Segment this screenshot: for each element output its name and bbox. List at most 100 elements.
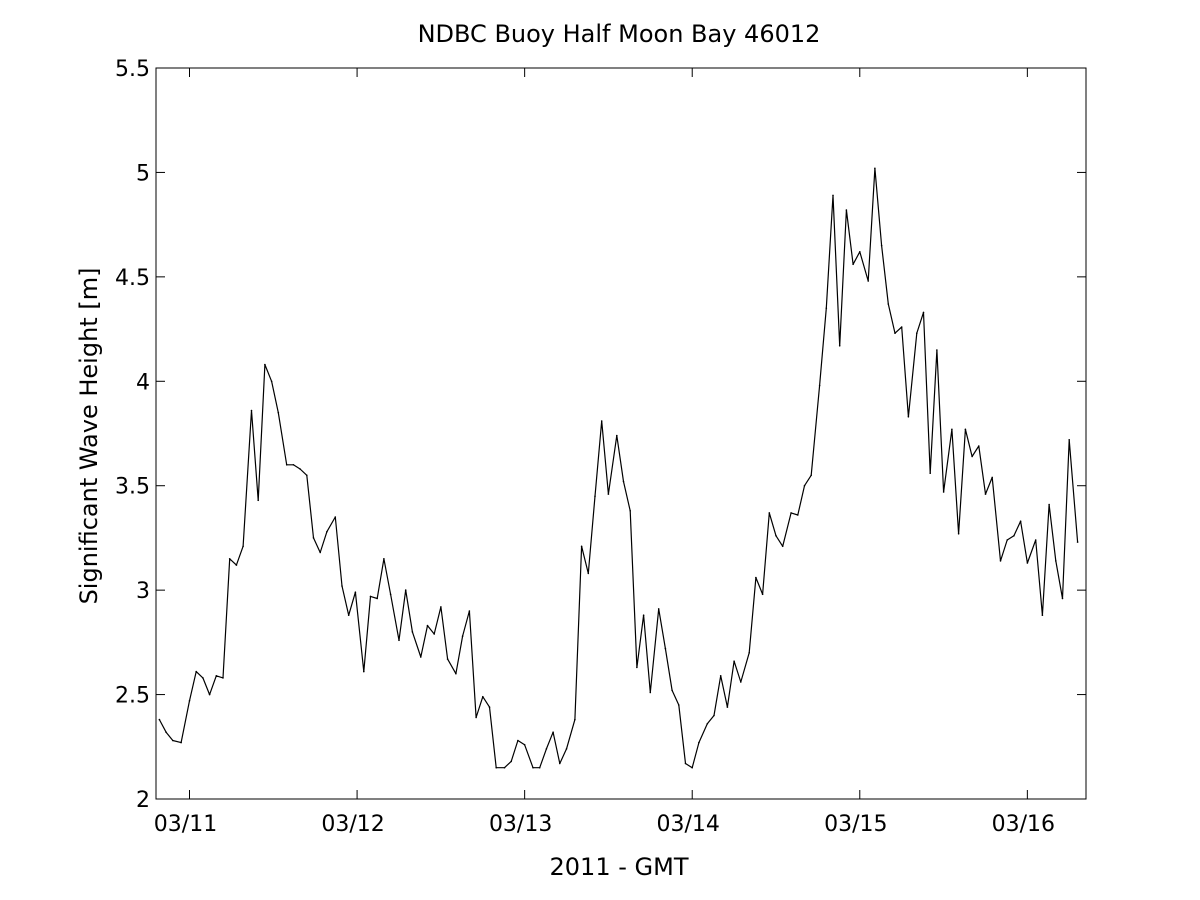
data-point [326,530,328,533]
data-point [587,572,590,575]
data-point [649,691,652,694]
data-point [838,345,841,347]
data-point [755,576,757,579]
y-tick-label: 5.5 [115,57,150,82]
data-point [545,748,548,750]
data-point [552,731,554,733]
data-point [334,516,337,518]
data-point [594,495,596,498]
data-point [565,748,568,750]
data-point [678,704,680,706]
data-point [455,672,457,675]
data-point [1061,597,1064,600]
data-point [781,545,784,548]
data-point [222,677,224,679]
x-tick-label: 03/13 [489,812,552,837]
data-point [922,311,925,314]
data-point [874,167,876,170]
data-point [446,658,449,660]
x-axis-label: 2011 - GMT [550,853,689,881]
series-points-0 [158,167,1079,769]
data-point [880,244,883,247]
data-point [383,558,385,560]
data-point [900,326,903,328]
data-point [867,280,869,282]
x-tick-label: 03/11 [154,812,217,837]
data-point [264,363,266,366]
data-point [195,670,197,673]
x-tick-label: 03/12 [321,812,384,837]
y-tick-label: 3.5 [115,475,150,500]
data-point [916,332,918,335]
data-point [1048,503,1050,506]
plot-area-frame [155,67,1087,800]
data-point [538,766,541,769]
x-tick-label: 03/14 [657,812,720,837]
data-point [636,666,638,669]
data-point [929,472,931,475]
data-point [832,194,834,197]
data-point [616,434,618,437]
data-point [1068,439,1070,441]
y-tick-label: 4.5 [115,266,150,291]
data-point [733,660,735,662]
data-point [523,743,526,746]
data-point [740,681,742,683]
data-point [347,614,350,616]
data-point [292,464,295,466]
data-point [242,545,244,548]
y-tick-label: 3 [136,579,150,604]
data-point [664,647,667,650]
data-point [354,591,357,593]
data-point [684,762,687,765]
data-point [768,512,771,514]
data-point [957,533,960,535]
x-tick-label: 03/16 [992,812,1055,837]
data-point [257,499,260,502]
data-point [936,349,938,351]
data-point [825,307,828,310]
x-tick-label: 03/15 [824,812,887,837]
y-axis: 2 2.5 3 3.5 4 4.5 5 5.5 [115,57,1086,813]
data-point [285,464,288,466]
data-point [999,560,1002,562]
data-point [461,635,464,637]
data-point [389,593,392,596]
x-axis: 03/11 03/12 03/13 03/14 03/15 03/16 [154,68,1055,837]
data-point [363,670,365,673]
data-point [180,741,182,744]
data-point [475,716,477,719]
data-point [887,303,890,305]
data-point [991,476,993,479]
data-point [277,411,280,414]
data-point [852,263,854,266]
data-point [642,614,645,616]
data-point [404,589,407,591]
data-point [433,633,436,635]
data-point [510,760,512,763]
data-point [1013,535,1015,537]
data-point [894,332,896,335]
data-point [1019,520,1022,522]
data-point [426,624,429,627]
data-point [1055,560,1057,562]
y-tick-label: 4 [136,370,150,395]
data-point [440,606,442,608]
data-point [574,718,576,721]
data-point [607,493,610,495]
data-point [312,537,315,539]
data-point [803,484,806,487]
data-point [482,695,484,698]
data-point [369,595,372,598]
data-point [559,762,561,765]
data-point [629,510,631,512]
data-point [250,409,253,412]
data-point [790,512,792,514]
data-point [1076,541,1079,543]
data-point [532,766,534,769]
data-point [235,564,238,566]
data-point [1041,614,1044,616]
data-point [818,384,821,387]
data-point [657,608,660,610]
data-point [172,739,174,742]
